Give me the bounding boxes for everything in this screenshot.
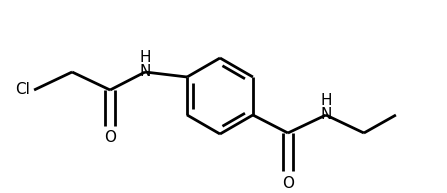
- Text: O: O: [282, 175, 294, 190]
- Text: Cl: Cl: [15, 82, 30, 97]
- Text: O: O: [104, 130, 116, 146]
- Text: N: N: [320, 108, 332, 123]
- Text: H: H: [139, 51, 151, 65]
- Text: H: H: [320, 93, 332, 108]
- Text: N: N: [139, 64, 151, 80]
